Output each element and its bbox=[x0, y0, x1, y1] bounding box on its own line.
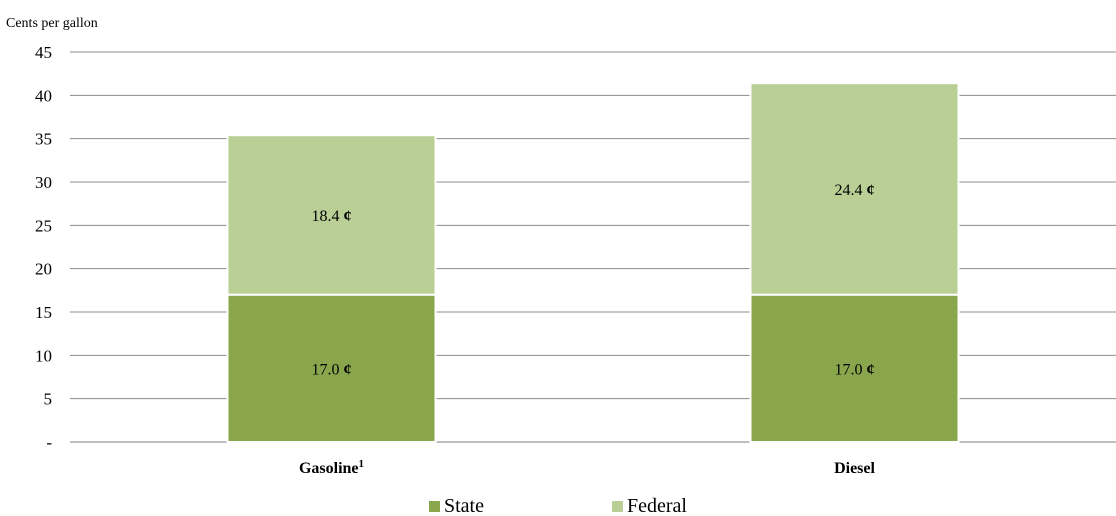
bar-segment-federal bbox=[749, 82, 960, 296]
y-tick-label: 15 bbox=[35, 303, 52, 322]
x-category-label: Diesel bbox=[834, 460, 875, 477]
y-tick-label: 30 bbox=[35, 173, 52, 192]
bar-segment-state bbox=[749, 293, 960, 443]
legend-label: State bbox=[444, 495, 484, 516]
legend-swatch-federal bbox=[612, 501, 623, 512]
bar-segment-federal bbox=[226, 134, 437, 296]
y-unit-label: Cents per gallon bbox=[6, 16, 98, 31]
bar-value-label: 17.0 ¢ bbox=[835, 361, 875, 378]
y-tick-label: - bbox=[46, 433, 52, 452]
legend-swatch-state bbox=[429, 501, 440, 512]
y-tick-label: 25 bbox=[35, 216, 52, 235]
y-tick-label: 45 bbox=[35, 43, 52, 62]
y-tick-label: 40 bbox=[35, 86, 52, 105]
bars: 17.0 ¢ 18.4 ¢ 17.0 ¢ 24.4 ¢ bbox=[226, 82, 960, 443]
y-tick-label: 35 bbox=[35, 130, 52, 149]
legend-label: Federal bbox=[627, 495, 687, 516]
legend: State Federal bbox=[429, 495, 687, 516]
y-tick-label: 10 bbox=[35, 346, 52, 365]
bar-value-label: 24.4 ¢ bbox=[835, 182, 875, 199]
x-category-label: Gasoline1 bbox=[299, 458, 364, 477]
y-axis-ticks: - 5 10 15 20 25 30 35 40 45 bbox=[35, 43, 52, 452]
y-tick-label: 20 bbox=[35, 260, 52, 279]
bar-value-label: 18.4 ¢ bbox=[312, 208, 352, 225]
bar-value-label: 17.0 ¢ bbox=[312, 361, 352, 378]
y-tick-label: 5 bbox=[44, 390, 53, 409]
x-axis-categories: Gasoline1 Diesel bbox=[299, 458, 876, 477]
